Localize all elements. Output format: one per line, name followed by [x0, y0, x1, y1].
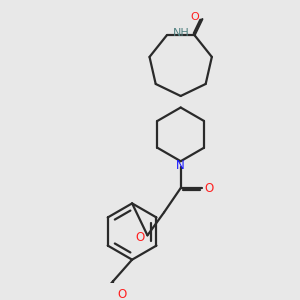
Text: O: O	[136, 231, 145, 244]
Text: NH: NH	[172, 28, 189, 38]
Text: O: O	[205, 182, 214, 195]
Text: N: N	[176, 159, 185, 172]
Text: O: O	[117, 288, 127, 300]
Text: O: O	[191, 12, 200, 22]
